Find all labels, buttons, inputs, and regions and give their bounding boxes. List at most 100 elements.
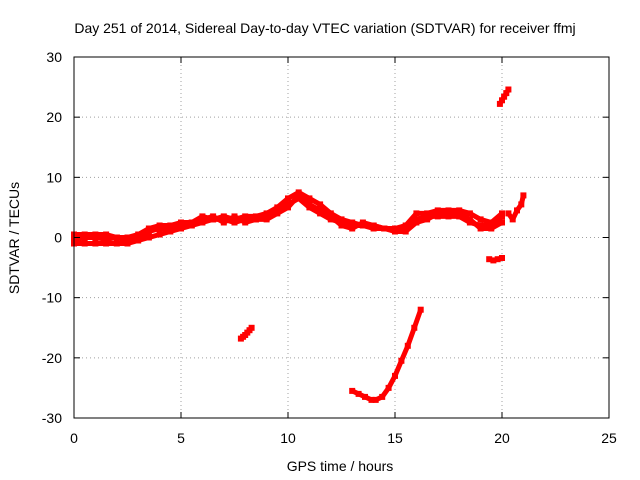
data-point — [145, 234, 152, 241]
series-segment-at-21h — [505, 192, 527, 223]
data-point — [501, 93, 508, 100]
data-point — [145, 225, 152, 232]
data-point — [417, 306, 424, 313]
data-point — [199, 213, 206, 220]
data-point — [103, 240, 110, 247]
data-point — [404, 342, 411, 349]
data-point — [349, 219, 356, 226]
grid-lines — [74, 57, 609, 418]
data-point — [488, 219, 495, 226]
data-point — [242, 219, 249, 226]
data-point — [103, 236, 110, 243]
data-point — [411, 324, 418, 331]
data-point — [398, 357, 405, 364]
data-point — [124, 234, 131, 241]
data-point — [306, 195, 313, 202]
data-point — [295, 189, 302, 196]
data-point — [92, 231, 99, 238]
series-segment-at-8h — [237, 324, 255, 342]
data-point — [220, 213, 227, 220]
data-point — [413, 219, 420, 226]
data-point — [306, 201, 313, 208]
data-point — [424, 216, 431, 223]
data-point — [424, 210, 431, 217]
data-point — [248, 324, 255, 331]
data-point — [338, 222, 345, 229]
data-point — [124, 240, 131, 247]
data-point — [92, 240, 99, 247]
data-point — [505, 210, 512, 217]
data-point — [274, 210, 281, 217]
data-point — [220, 219, 227, 226]
x-axis-label: GPS time / hours — [287, 458, 394, 474]
data-point — [434, 207, 441, 214]
data-point — [477, 216, 484, 223]
series-arc-segment — [349, 306, 424, 403]
data-point — [381, 225, 388, 232]
data-point — [231, 219, 238, 226]
data-point — [486, 256, 493, 263]
data-point — [231, 216, 238, 223]
y-tick-label: 30 — [46, 49, 62, 65]
data-point — [199, 219, 206, 226]
data-point — [135, 231, 142, 238]
data-point — [499, 219, 505, 226]
data-point — [413, 210, 420, 217]
data-point — [368, 396, 375, 403]
y-tick-label: -30 — [42, 410, 62, 426]
y-axis-label: SDTVAR / TECUs — [6, 182, 22, 294]
series-segment-at-20h-high — [496, 86, 512, 107]
data-point — [509, 216, 516, 223]
data-point — [496, 100, 503, 107]
data-point — [499, 210, 505, 217]
data-point — [392, 225, 398, 232]
data-point — [113, 240, 120, 247]
data-point — [317, 201, 324, 208]
data-point — [477, 225, 484, 232]
x-axis-ticks: 0 5 10 15 20 25 — [70, 57, 617, 446]
x-tick-label: 20 — [494, 430, 510, 446]
data-point — [188, 219, 195, 226]
data-point — [518, 201, 525, 208]
y-tick-label: 10 — [46, 169, 62, 185]
data-point — [263, 216, 270, 223]
data-point — [210, 216, 217, 223]
data-point — [359, 222, 366, 229]
data-point — [413, 216, 420, 223]
data-point — [167, 222, 174, 229]
data-point — [274, 204, 281, 211]
x-tick-label: 15 — [387, 430, 403, 446]
data-point — [503, 90, 510, 97]
data-point — [167, 228, 174, 235]
x-tick-label: 10 — [280, 430, 296, 446]
data-point — [466, 210, 473, 217]
data-point — [81, 231, 88, 238]
data-point — [385, 384, 392, 391]
data-point — [466, 216, 473, 223]
data-point — [499, 255, 505, 261]
y-tick-label: 20 — [46, 109, 62, 125]
y-axis-ticks: -30 -20 -10 0 10 20 30 — [42, 49, 609, 426]
series-main-band-c — [71, 189, 505, 241]
data-point — [488, 225, 495, 232]
data-point — [263, 210, 270, 217]
data-point — [445, 207, 452, 214]
series-segment-at-20h-low — [486, 255, 505, 264]
x-tick-label: 5 — [177, 430, 185, 446]
data-point — [252, 213, 259, 220]
data-point — [156, 222, 163, 229]
data-point — [242, 213, 249, 220]
data-point — [135, 237, 142, 244]
data-point — [338, 216, 345, 223]
y-tick-label: -10 — [42, 290, 62, 306]
data-point — [402, 222, 409, 229]
data-points — [71, 86, 527, 403]
data-point — [349, 387, 356, 394]
data-point — [505, 86, 512, 93]
data-point — [490, 257, 497, 264]
data-point — [494, 256, 501, 263]
data-point — [285, 195, 291, 202]
data-point — [362, 393, 368, 400]
data-point — [355, 390, 362, 397]
